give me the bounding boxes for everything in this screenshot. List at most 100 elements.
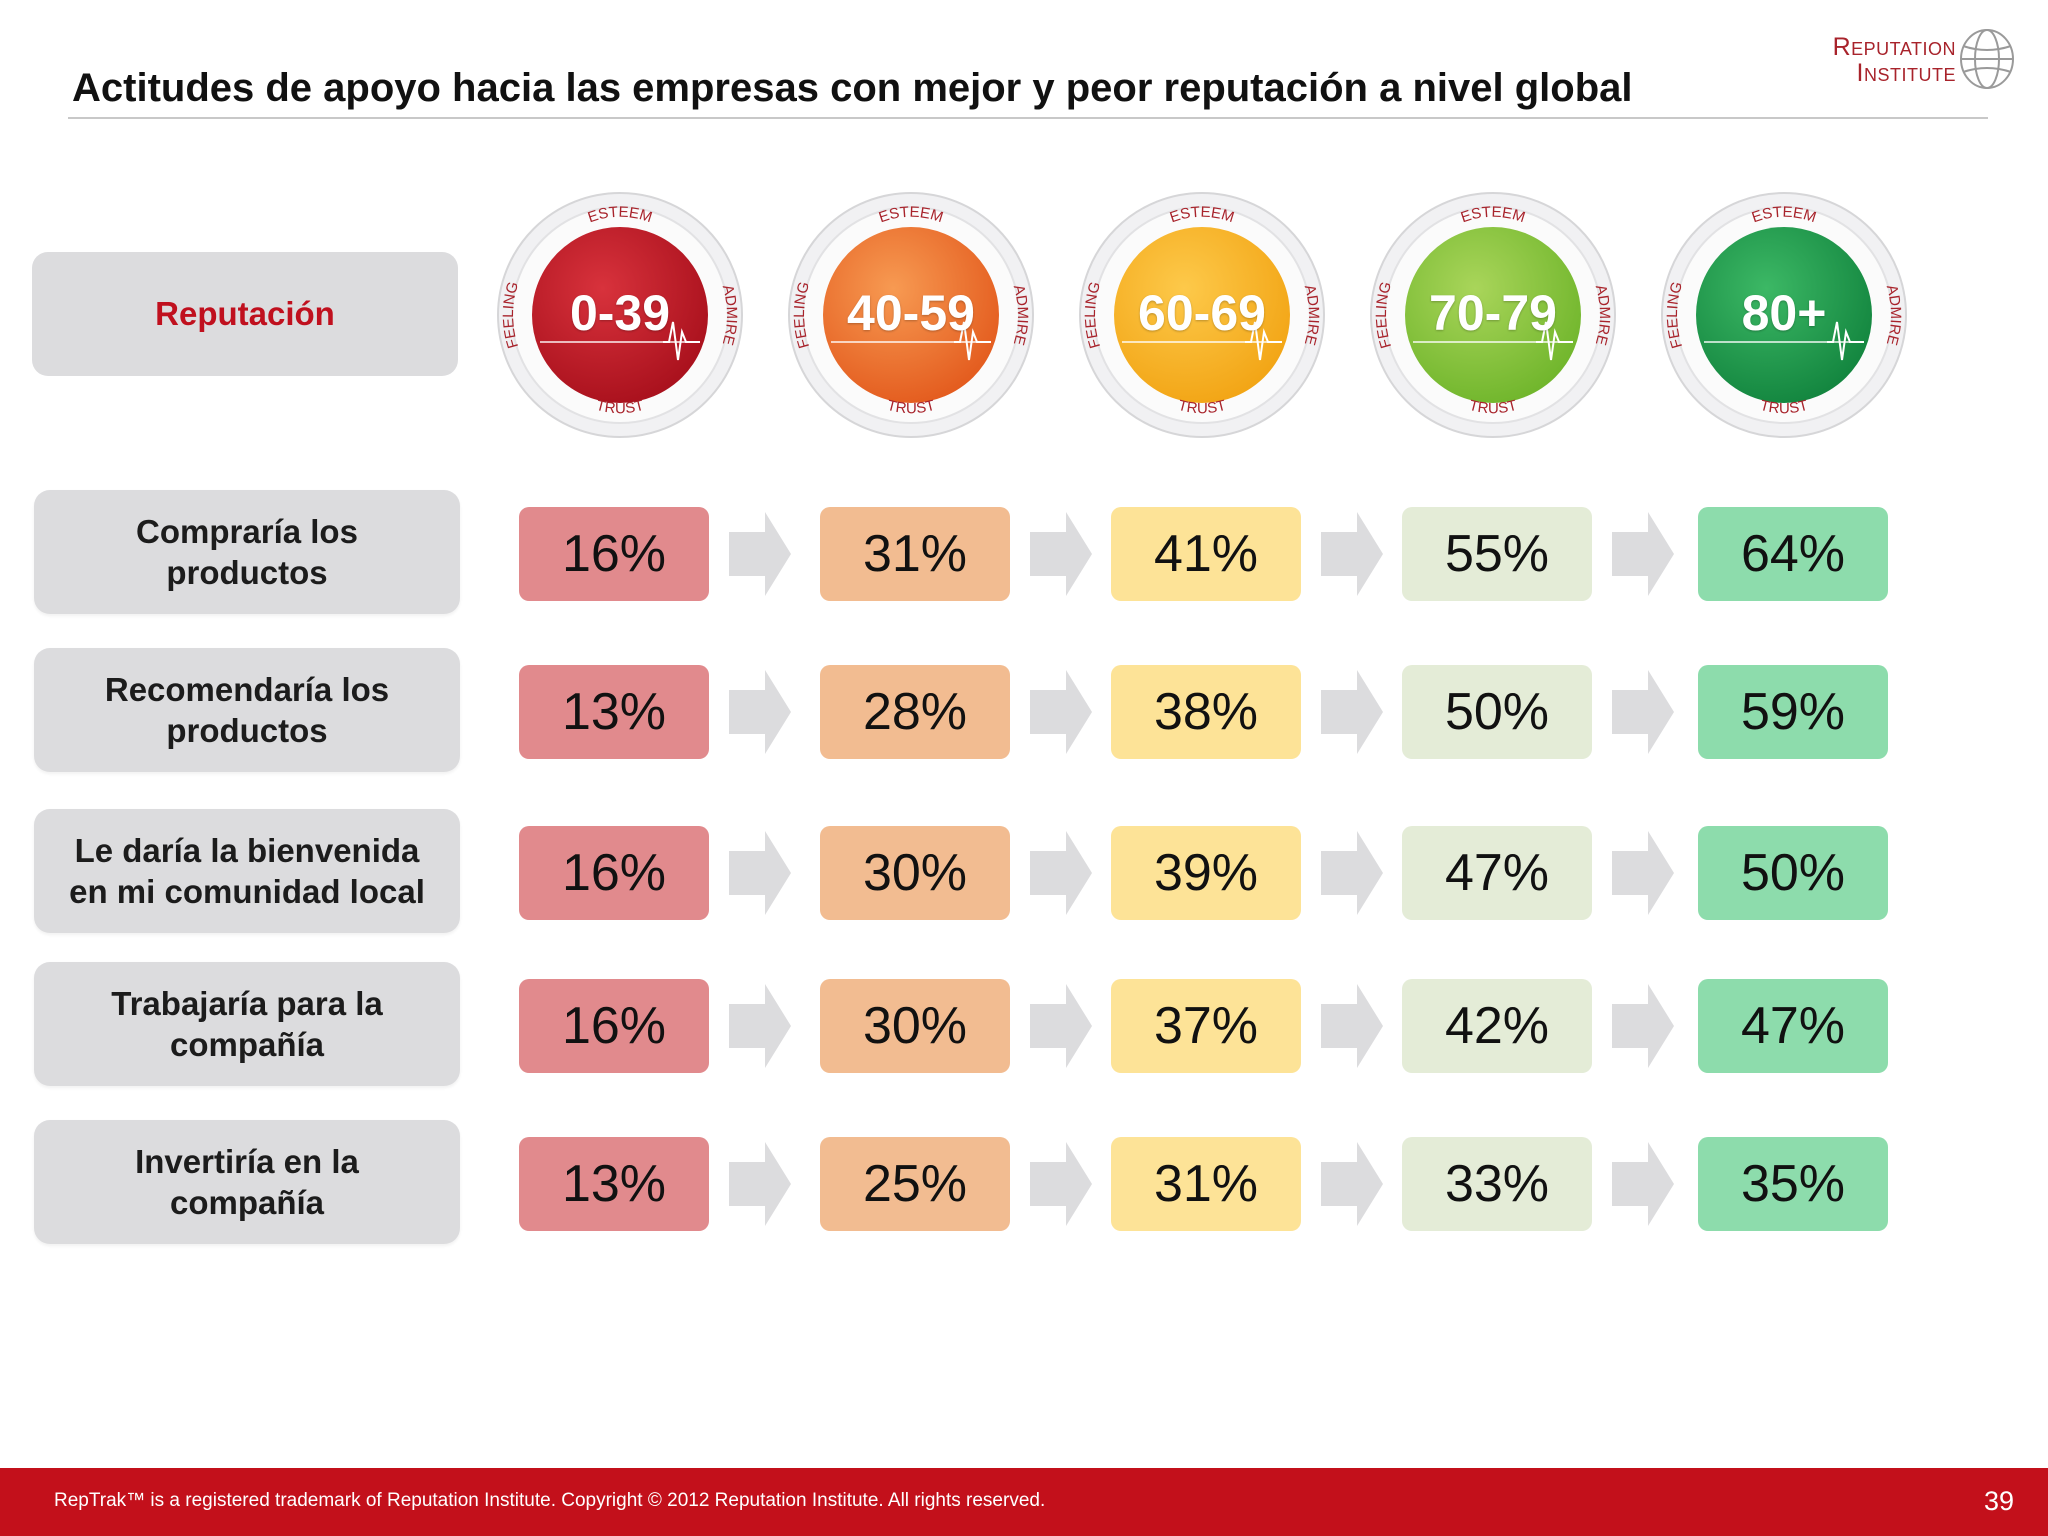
percentage-cell: 47% bbox=[1402, 826, 1592, 920]
chevron-right-icon bbox=[729, 670, 791, 754]
chevron-right-icon bbox=[1321, 831, 1383, 915]
chevron-right-icon bbox=[1030, 670, 1092, 754]
ring-label-left: FEELING bbox=[1373, 280, 1395, 350]
percentage-cell: 41% bbox=[1111, 507, 1301, 601]
ring-label-top: ESTEEM bbox=[1459, 204, 1527, 227]
percentage-cell: 16% bbox=[519, 507, 709, 601]
chevron-right-icon bbox=[1321, 1142, 1383, 1226]
reputation-gauge: ESTEEM TRUST FEELING ADMIRE 40-59 bbox=[786, 190, 1036, 440]
ring-label-top: ESTEEM bbox=[1168, 204, 1236, 227]
svg-text:ADMIRE: ADMIRE bbox=[719, 283, 740, 347]
svg-text:ADMIRE: ADMIRE bbox=[1883, 283, 1904, 347]
slide-title: Actitudes de apoyo hacia las empresas co… bbox=[72, 66, 1633, 110]
ring-label-bottom: TRUST bbox=[885, 397, 936, 417]
row-label-line: productos bbox=[166, 554, 328, 591]
gauge-dial: ESTEEM TRUST FEELING ADMIRE bbox=[497, 192, 743, 438]
ring-label-left: FEELING bbox=[500, 280, 522, 350]
ring-label-bottom: TRUST bbox=[1758, 397, 1809, 417]
gauge-dial: ESTEEM TRUST FEELING ADMIRE bbox=[1370, 192, 1616, 438]
chevron-right-icon bbox=[1321, 670, 1383, 754]
ring-label-top: ESTEEM bbox=[586, 204, 654, 227]
percentage-cell: 38% bbox=[1111, 665, 1301, 759]
gauge-dial: ESTEEM TRUST FEELING ADMIRE bbox=[788, 192, 1034, 438]
percentage-cell: 31% bbox=[820, 507, 1010, 601]
row-label: Recomendaría los productos bbox=[34, 648, 460, 772]
ring-label-right: ADMIRE bbox=[1010, 283, 1031, 347]
percentage-cell: 50% bbox=[1402, 665, 1592, 759]
svg-text:ADMIRE: ADMIRE bbox=[1010, 283, 1031, 347]
footer-bar: RepTrak™ is a registered trademark of Re… bbox=[0, 1468, 2048, 1536]
chevron-right-icon bbox=[1030, 1142, 1092, 1226]
row-label-line: compañía bbox=[169, 1026, 325, 1063]
reputation-header-box: Reputación bbox=[32, 252, 458, 376]
title-divider bbox=[68, 117, 1988, 119]
chevron-right-icon bbox=[1030, 984, 1092, 1068]
ring-label-bottom: TRUST bbox=[1176, 397, 1227, 417]
percentage-cell: 16% bbox=[519, 826, 709, 920]
percentage-cell: 37% bbox=[1111, 979, 1301, 1073]
svg-text:FEELING: FEELING bbox=[791, 280, 813, 350]
ring-label-right: ADMIRE bbox=[1592, 283, 1613, 347]
percentage-cell: 55% bbox=[1402, 507, 1592, 601]
reputation-gauge: ESTEEM TRUST FEELING ADMIRE 60-69 bbox=[1077, 190, 1327, 440]
copyright-text: RepTrak™ is a registered trademark of Re… bbox=[54, 1490, 1046, 1511]
globe-icon bbox=[1960, 29, 2014, 89]
reputation-band-label: 40-59 bbox=[847, 285, 975, 341]
percentage-cell: 39% bbox=[1111, 826, 1301, 920]
row-label-line: productos bbox=[166, 712, 328, 749]
ring-label-bottom: TRUST bbox=[1467, 397, 1518, 417]
ring-label-top: ESTEEM bbox=[1750, 204, 1818, 227]
percentage-cell: 30% bbox=[820, 826, 1010, 920]
svg-text:TRUST: TRUST bbox=[885, 397, 936, 417]
chevron-right-icon bbox=[1612, 670, 1674, 754]
percentage-cell: 59% bbox=[1698, 665, 1888, 759]
ring-label-bottom: TRUST bbox=[594, 397, 645, 417]
row-label: Le daría la bienvenida en mi comunidad lo… bbox=[34, 809, 460, 933]
ring-label-right: ADMIRE bbox=[1883, 283, 1904, 347]
row-label-line: Recomendaría los bbox=[104, 671, 390, 708]
percentage-cell: 47% bbox=[1698, 979, 1888, 1073]
percentage-cell: 13% bbox=[519, 665, 709, 759]
svg-text:TRUST: TRUST bbox=[594, 397, 645, 417]
reputation-band-label: 60-69 bbox=[1138, 285, 1266, 341]
ring-label-left: FEELING bbox=[1664, 280, 1686, 350]
row-label: Trabajaría para la compañía bbox=[34, 962, 460, 1086]
reputation-gauge: ESTEEM TRUST FEELING ADMIRE 70-79 bbox=[1368, 190, 1618, 440]
chevron-right-icon bbox=[1612, 512, 1674, 596]
reputation-band-label: 70-79 bbox=[1429, 285, 1557, 341]
percentage-cell: 50% bbox=[1698, 826, 1888, 920]
svg-text:FEELING: FEELING bbox=[1373, 280, 1395, 350]
row-label-line: en mi comunidad local bbox=[69, 873, 425, 910]
reputation-band-label: 0-39 bbox=[569, 285, 671, 341]
chevron-right-icon bbox=[1612, 831, 1674, 915]
reputation-band-label: 80+ bbox=[1741, 285, 1827, 341]
svg-text:TRUST: TRUST bbox=[1758, 397, 1809, 417]
percentage-cell: 13% bbox=[519, 1137, 709, 1231]
row-label: Invertiría en la compañía bbox=[34, 1120, 460, 1244]
percentage-cell: 31% bbox=[1111, 1137, 1301, 1231]
percentage-cell: 30% bbox=[820, 979, 1010, 1073]
row-label: Compraría los productos bbox=[34, 490, 460, 614]
percentage-cell: 35% bbox=[1698, 1137, 1888, 1231]
gauge-dial: ESTEEM TRUST FEELING ADMIRE bbox=[1079, 192, 1325, 438]
chevron-right-icon bbox=[729, 512, 791, 596]
chevron-right-icon bbox=[1321, 512, 1383, 596]
percentage-cell: 25% bbox=[820, 1137, 1010, 1231]
percentage-cell: 42% bbox=[1402, 979, 1592, 1073]
chevron-right-icon bbox=[1030, 831, 1092, 915]
percentage-cell: 16% bbox=[519, 979, 709, 1073]
ring-label-left: FEELING bbox=[791, 280, 813, 350]
svg-text:FEELING: FEELING bbox=[1082, 280, 1104, 350]
chevron-right-icon bbox=[1321, 984, 1383, 1068]
chevron-right-icon bbox=[729, 1142, 791, 1226]
row-label-line: Trabajaría para la bbox=[111, 985, 383, 1022]
percentage-cell: 28% bbox=[820, 665, 1010, 759]
chevron-right-icon bbox=[729, 984, 791, 1068]
reputation-institute-logo: Reputation Institute bbox=[1806, 22, 2022, 96]
percentage-cell: 64% bbox=[1698, 507, 1888, 601]
logo-line-2: Institute bbox=[1856, 59, 1956, 87]
row-label-line: Invertiría en la bbox=[135, 1143, 359, 1180]
svg-text:FEELING: FEELING bbox=[500, 280, 522, 350]
reputation-gauge: ESTEEM TRUST FEELING ADMIRE 80+ bbox=[1659, 190, 1909, 440]
ring-label-right: ADMIRE bbox=[1301, 283, 1322, 347]
